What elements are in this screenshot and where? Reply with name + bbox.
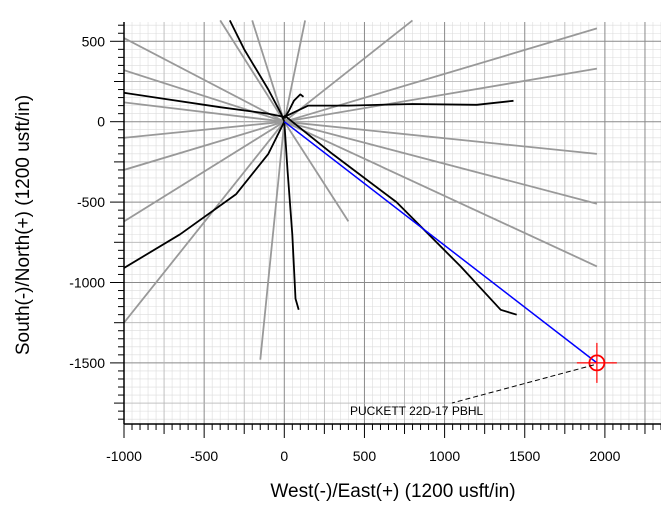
offset-well-path — [123, 91, 285, 118]
x-tick-label: 500 — [353, 448, 377, 464]
y-axis-label: South(-)/North(+) (1200 usft/in) — [13, 95, 34, 355]
reference-line — [123, 101, 285, 123]
reference-line — [123, 120, 285, 223]
reference-line — [284, 120, 598, 205]
reference-line — [219, 19, 286, 123]
reference-line — [283, 120, 598, 268]
x-tick-label: 2000 — [589, 448, 620, 464]
offset-well-path — [283, 93, 305, 119]
y-tick-label: -500 — [77, 194, 105, 210]
planned-wellpath-group — [283, 121, 598, 364]
y-tick-label: -1000 — [69, 274, 105, 290]
offset-well-path — [283, 99, 514, 118]
axes: -1000 -500 0 500 1000 1500 2000 -1500 -1000 -500 0… — [69, 22, 661, 464]
reference-line — [283, 121, 350, 222]
x-axis-label: West(-)/East(+) (1200 usft/in) — [270, 481, 515, 502]
reference-line — [283, 20, 306, 122]
planned-wellpath — [283, 121, 598, 364]
offset-wells — [123, 19, 517, 316]
y-tick-label: 0 — [97, 114, 105, 130]
reference-line — [123, 37, 285, 123]
x-tick-label: 1000 — [429, 448, 460, 464]
x-tick-label: 0 — [280, 448, 288, 464]
reference-line — [123, 120, 285, 139]
reference-line — [123, 120, 285, 171]
reference-line — [284, 120, 597, 155]
offset-well-path — [283, 121, 300, 311]
reference-line — [284, 27, 598, 123]
x-tick-label: 1500 — [509, 448, 540, 464]
reference-line — [259, 121, 286, 360]
reference-line — [251, 20, 286, 122]
x-tick-label: -1000 — [106, 448, 142, 464]
target-circle — [588, 354, 606, 372]
y-tick-label: 500 — [82, 33, 106, 49]
x-tick-label: -500 — [190, 448, 218, 464]
y-tick-label: -1500 — [69, 355, 105, 371]
major-grid — [123, 22, 661, 424]
reference-lines — [123, 19, 598, 360]
reference-line — [123, 121, 286, 324]
target-group — [451, 342, 617, 404]
offset-well-path — [283, 114, 517, 316]
annotation-leader — [451, 364, 595, 404]
reference-line — [284, 67, 598, 123]
offset-well-path — [123, 121, 286, 269]
reference-line — [283, 19, 414, 123]
pbhl-annotation: PUCKETT 22D-17 PBHL — [350, 404, 483, 418]
